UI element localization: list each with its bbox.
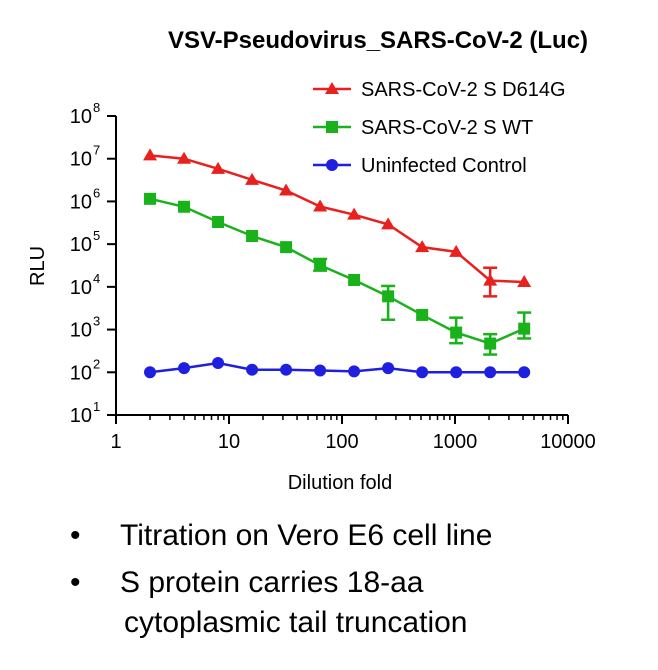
legend-label: SARS-CoV-2 S D614G [361,79,566,101]
y-tick-exponent: 1 [93,399,100,414]
data-point [212,356,225,369]
y-tick-label: 10 [70,234,92,256]
data-point [518,322,531,335]
data-point [246,363,259,376]
data-point [484,337,497,350]
data-point [416,308,429,321]
data-point [314,364,327,377]
data-point [382,362,395,375]
series-line [149,197,525,345]
x-tick-label: 1000 [433,431,478,453]
x-axis-label: Dilution fold [288,472,393,494]
data-point [212,215,225,228]
data-point [415,240,430,253]
data-point [517,274,532,287]
data-point [348,365,361,378]
y-tick-exponent: 6 [93,185,100,200]
legend-marker [325,82,339,94]
chart-title: VSV-Pseudovirus_SARS-CoV-2 (Luc) [168,27,588,54]
x-tick-label: 100 [325,431,358,453]
x-tick-label: 1 [110,431,121,453]
data-point [178,362,191,375]
y-tick-exponent: 4 [93,271,100,286]
legend-marker [326,159,338,171]
data-point [313,199,328,212]
y-tick-label: 10 [70,362,92,384]
data-point [245,172,260,185]
legend-label: Uninfected Control [361,155,527,177]
bullet-text: S protein carries 18-aa [120,566,424,599]
y-tick-exponent: 3 [93,314,100,329]
y-tick-label: 10 [70,320,92,342]
data-point [177,151,192,164]
bullet-text-continued: cytoplasmic tail truncation [124,606,468,639]
bullet-dot: • [70,566,81,599]
legend-item: SARS-CoV-2 S WT [313,117,533,139]
chart: VSV-Pseudovirus_SARS-CoV-2 (Luc) 1 10 100 1… [27,27,596,494]
data-point [382,290,395,303]
data-point [280,363,293,376]
legend-item: Uninfected Control [313,155,527,177]
series-sars-cov-2-s-wt [144,192,532,356]
y-tick-exponent: 8 [93,100,100,115]
data-point [246,230,259,243]
legend-marker [326,121,338,133]
data-point [144,192,157,205]
y-tick-label: 10 [70,277,92,299]
data-point [144,366,157,379]
y-tick-label: 10 [70,191,92,213]
data-point [347,207,362,220]
series-uninfected-control [144,356,531,379]
x-tick-label: 10 [218,431,240,453]
bullet-text: Titration on Vero E6 cell line [120,519,493,552]
x-tick-label: 10000 [540,431,596,453]
y-tick-label: 10 [70,405,92,427]
legend: SARS-CoV-2 S D614G SARS-CoV-2 S WT Uninfec… [313,79,566,177]
data-point [381,217,396,230]
data-point [518,366,531,379]
legend-label: SARS-CoV-2 S WT [361,117,533,139]
data-point [279,183,294,196]
data-point [280,241,293,254]
series-line [149,361,525,374]
plot-area [143,148,532,379]
series-sars-cov-2-s-d614g [143,148,532,298]
data-point [143,148,158,161]
data-point [178,200,191,213]
data-point [450,366,463,379]
data-point [416,366,429,379]
data-point [348,273,361,286]
data-point [450,326,463,339]
y-tick-exponent: 7 [93,143,100,158]
y-tick-exponent: 2 [93,356,100,371]
data-point [314,259,327,272]
y-axis-label: RLU [27,246,49,286]
y-tick-label: 10 [70,149,92,171]
y-tick-exponent: 5 [93,228,100,243]
data-point [211,161,226,174]
bullet-dot: • [70,519,81,552]
y-tick-label: 10 [70,106,92,128]
data-point [449,244,464,257]
data-point [483,273,498,286]
legend-item: SARS-CoV-2 S D614G [313,79,566,101]
data-point [484,366,497,379]
